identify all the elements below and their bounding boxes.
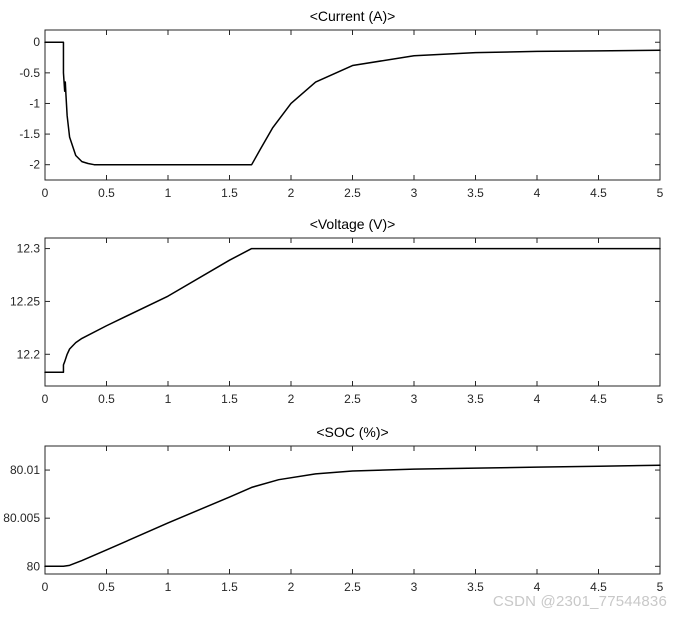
- panel-current: <Current (A)> 0 0.5 1 1.5 2 2.5 3 3.5 4 4.5 5 0 -0.5 -…: [19, 8, 663, 200]
- x-tick-label: 2.5: [344, 392, 361, 406]
- y-tick-label: -1.5: [19, 127, 40, 141]
- x-tick-label: 0: [42, 186, 49, 200]
- x-tick-label: 1: [165, 186, 172, 200]
- x-tick-label: 4: [534, 392, 541, 406]
- y-tick-label: 12.25: [10, 294, 40, 308]
- x-tick-label: 4: [534, 186, 541, 200]
- x-tick-label: 4.5: [590, 580, 607, 594]
- y-tick-label: 80.01: [10, 463, 40, 477]
- x-tick-label: 1: [165, 580, 172, 594]
- x-tick-label: 5: [657, 186, 664, 200]
- x-tick-label: 5: [657, 580, 664, 594]
- panel-title-voltage: <Voltage (V)>: [310, 216, 396, 232]
- series-line-soc: [44, 464, 661, 568]
- x-tick-label: 3.5: [467, 186, 484, 200]
- x-tick-label: 5: [657, 392, 664, 406]
- x-tick-label: 0.5: [98, 186, 115, 200]
- series-line-voltage: [44, 247, 661, 374]
- x-tick-label: 4: [534, 580, 541, 594]
- x-tick-label: 2: [288, 186, 295, 200]
- x-tick-label: 0.5: [98, 392, 115, 406]
- x-tick-label: 3: [411, 392, 418, 406]
- x-tick-label: 3: [411, 186, 418, 200]
- x-tick-label: 1: [165, 392, 172, 406]
- y-tick-label: 80: [27, 559, 41, 573]
- x-tick-label: 2.5: [344, 186, 361, 200]
- x-tick-label: 1.5: [221, 392, 238, 406]
- x-tick-label: 0: [42, 392, 49, 406]
- panel-title-soc: <SOC (%)>: [316, 424, 388, 440]
- y-tick-label: 0: [33, 35, 40, 49]
- x-tick-label: 1.5: [221, 580, 238, 594]
- x-tick-label: 0.5: [98, 580, 115, 594]
- panel-soc: <SOC (%)> 0 0.5 1 1.5 2 2.5 3 3.5 4 4.5 5 80.01 80.00…: [3, 424, 663, 594]
- y-tick-label: 80.005: [3, 511, 40, 525]
- y-tick-label: -0.5: [19, 66, 40, 80]
- x-tick-label: 0: [42, 580, 49, 594]
- x-tick-label: 3.5: [467, 580, 484, 594]
- y-tick-label: -1: [29, 96, 40, 110]
- series-line-current: [44, 41, 661, 166]
- x-tick-label: 2: [288, 392, 295, 406]
- x-tick-label: 4.5: [590, 186, 607, 200]
- y-tick-label: -2: [29, 158, 40, 172]
- x-tick-label: 3: [411, 580, 418, 594]
- panel-title-current: <Current (A)>: [310, 8, 396, 24]
- x-tick-label: 1.5: [221, 186, 238, 200]
- x-tick-label: 4.5: [590, 392, 607, 406]
- y-tick-label: 12.2: [17, 347, 41, 361]
- x-tick-label: 2: [288, 580, 295, 594]
- y-tick-label: 12.3: [17, 242, 41, 256]
- watermark-text: CSDN @2301_77544836: [492, 593, 667, 610]
- x-tick-label: 2.5: [344, 580, 361, 594]
- x-tick-label: 3.5: [467, 392, 484, 406]
- panel-voltage: <Voltage (V)> 0 0.5 1 1.5 2 2.5 3 3.5 4 4.5 5 12.3 12…: [10, 216, 664, 406]
